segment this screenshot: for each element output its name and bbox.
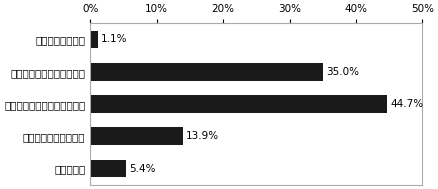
Text: 1.1%: 1.1% [101, 34, 127, 44]
Bar [90, 63, 323, 81]
Bar [90, 127, 183, 145]
Bar [90, 160, 126, 177]
Bar [90, 95, 387, 113]
Text: 44.7%: 44.7% [390, 99, 424, 109]
Text: 5.4%: 5.4% [130, 164, 156, 174]
Text: 13.9%: 13.9% [186, 131, 219, 141]
Bar [90, 31, 98, 48]
Text: 35.0%: 35.0% [326, 67, 359, 77]
